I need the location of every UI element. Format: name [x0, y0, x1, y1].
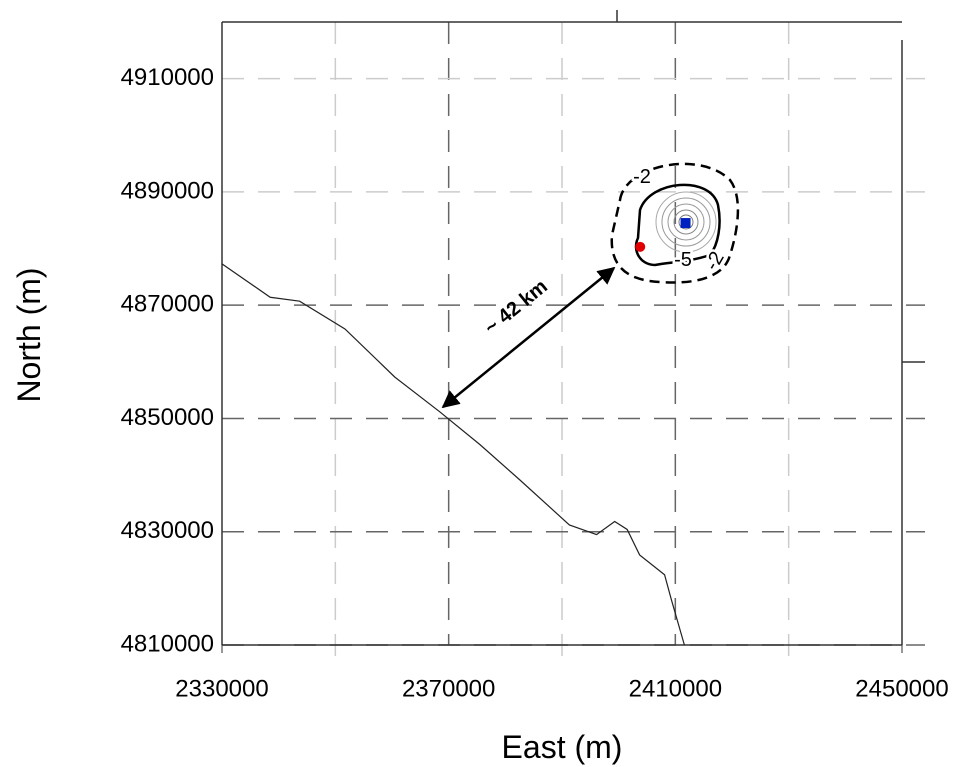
- x-tick-label: 2330000: [175, 675, 268, 702]
- y-tick-label: 4910000: [121, 64, 214, 91]
- contour-label: -2: [633, 166, 651, 188]
- contour-label: -5: [674, 249, 692, 271]
- point: [680, 218, 691, 229]
- grid: [221, 22, 925, 663]
- distance-label: ~ 42 km: [481, 276, 552, 340]
- frame: [221, 10, 925, 646]
- contour-label: -2: [701, 248, 729, 274]
- y-tick-label: 4850000: [121, 404, 214, 431]
- x-tick-label: 2450000: [855, 675, 948, 702]
- y-axis-title: North (m): [11, 267, 47, 402]
- y-tick-label: 4830000: [121, 517, 214, 544]
- distance-arrow: [441, 266, 616, 409]
- contours: [610, 162, 740, 284]
- coastline: [221, 263, 685, 646]
- x-tick-label: 2370000: [402, 675, 495, 702]
- y-tick-label: 4810000: [121, 630, 214, 657]
- y-tick-label: 4890000: [121, 177, 214, 204]
- x-tick-label: 2410000: [629, 675, 722, 702]
- y-tick-label: 4870000: [121, 291, 214, 318]
- x-axis-title: East (m): [502, 729, 623, 765]
- point: [635, 241, 646, 252]
